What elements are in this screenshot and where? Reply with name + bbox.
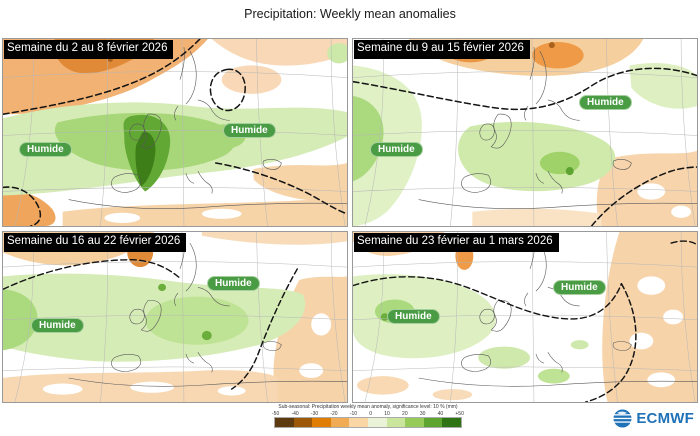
legend-tick-label: 0 bbox=[369, 411, 373, 417]
legend-tick-label: -40 bbox=[291, 411, 299, 417]
panel-week3-title: Semaine du 16 au 22 février 2026 bbox=[4, 233, 187, 252]
humide-label: Humide bbox=[19, 142, 72, 157]
legend-color-cell bbox=[275, 418, 294, 427]
legend-color-cell bbox=[405, 418, 424, 427]
panel-week2-title: Semaine du 9 au 15 février 2026 bbox=[354, 40, 530, 59]
legend-tick-label: +50 bbox=[455, 411, 464, 417]
humide-label: Humide bbox=[31, 318, 84, 333]
colorbar-legend: Sub-seasonal: Precipitation weekly mean … bbox=[250, 404, 486, 428]
map-panel-week2: Semaine du 9 au 15 février 2026 Humide H… bbox=[352, 38, 698, 227]
significance-contours bbox=[3, 259, 299, 390]
legend-color-cell bbox=[330, 418, 350, 427]
map-panel-week2-canvas bbox=[353, 39, 697, 226]
wet-anomaly-regions bbox=[3, 273, 306, 362]
legend-tick-label: -50 bbox=[272, 411, 280, 417]
legend-tick-label: -10 bbox=[349, 411, 358, 417]
legend-tick-label: -20 bbox=[330, 411, 338, 417]
humide-label: Humide bbox=[553, 280, 606, 295]
legend-tick-label: 20 bbox=[402, 411, 408, 417]
page-title: Precipitation: Weekly mean anomalies bbox=[244, 7, 456, 21]
map-panel-week3: Semaine du 16 au 22 février 2026 Humide … bbox=[2, 231, 348, 403]
legend-color-cell bbox=[367, 418, 387, 427]
legend-color-cell bbox=[312, 418, 331, 427]
humide-label: Humide bbox=[370, 142, 423, 157]
panel-week1-title: Semaine du 2 au 8 février 2026 bbox=[4, 40, 174, 59]
legend-ticks: -50 -40 -30 -20 -10 0 10 20 30 40 +50 bbox=[272, 411, 464, 417]
legend-color-cell bbox=[386, 418, 406, 427]
ecmwf-logo-icon bbox=[613, 409, 632, 428]
legend-tick-label: -30 bbox=[310, 411, 319, 417]
significance-contours bbox=[353, 240, 697, 402]
legend-tick-label: 40 bbox=[437, 411, 444, 417]
humide-label: Humide bbox=[579, 95, 632, 110]
legend-tick-label: 10 bbox=[384, 411, 390, 417]
significance-contours bbox=[3, 39, 347, 226]
legend-tick-label: 30 bbox=[419, 411, 426, 417]
legend-color-cell bbox=[349, 418, 368, 427]
ecmwf-logo: ECMWF bbox=[613, 409, 694, 428]
humide-label: Humide bbox=[223, 123, 276, 138]
map-panel-week4: Semaine du 23 février au 1 mars 2026 Hum… bbox=[352, 231, 698, 403]
map-panel-week1-canvas bbox=[3, 39, 347, 226]
map-panel-week3-canvas bbox=[3, 232, 347, 402]
significance-contours bbox=[353, 67, 697, 226]
ecmwf-logo-text: ECMWF bbox=[636, 410, 694, 427]
legend-color-cell bbox=[423, 418, 443, 427]
humide-label: Humide bbox=[207, 276, 260, 291]
legend-colorbar bbox=[274, 417, 462, 428]
panel-week4-title: Semaine du 23 février au 1 mars 2026 bbox=[354, 233, 559, 252]
map-panel-week1: Semaine du 2 au 8 février 2026 Humide Hu… bbox=[2, 38, 348, 227]
legend-color-cell bbox=[293, 418, 313, 427]
humide-label: Humide bbox=[387, 309, 440, 324]
legend-caption: Sub-seasonal: Precipitation weekly mean … bbox=[278, 404, 458, 410]
legend-color-cell bbox=[442, 418, 461, 427]
